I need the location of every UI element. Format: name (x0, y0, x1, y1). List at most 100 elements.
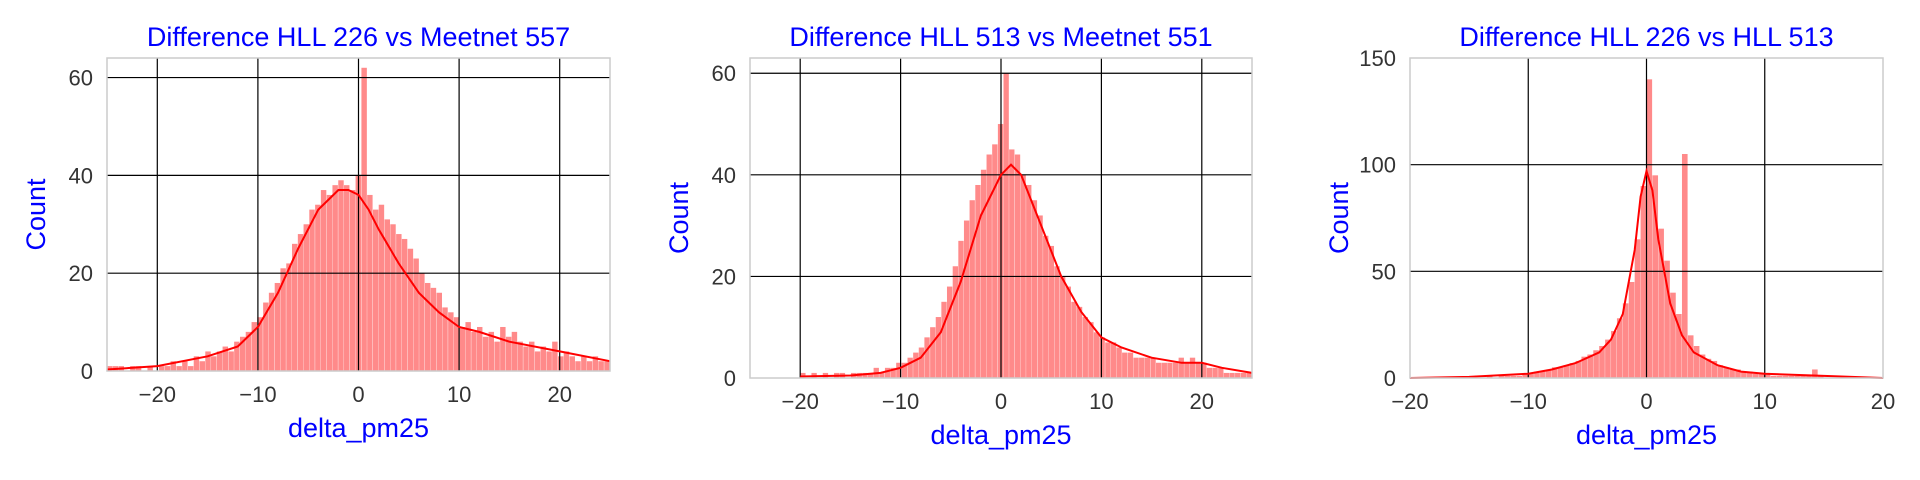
histogram-bar (222, 346, 229, 371)
histogram-bar (430, 287, 437, 371)
histogram-bar (1616, 318, 1623, 378)
histogram-bar (1806, 375, 1812, 378)
histogram-bar (1060, 276, 1066, 378)
histogram-bar (164, 366, 171, 371)
histogram-bar (598, 361, 604, 371)
histogram-bar (1534, 371, 1540, 378)
histogram-bar (1812, 369, 1818, 378)
histogram-bar (320, 190, 327, 371)
histogram-bar (159, 366, 165, 371)
histogram-bar (1195, 362, 1201, 378)
histogram-bar (1009, 149, 1015, 378)
histogram-bar (992, 144, 998, 378)
histogram-bar (338, 180, 344, 371)
histogram-bar (930, 327, 936, 378)
histogram-bar (471, 331, 477, 371)
histogram-bar (1705, 358, 1712, 378)
y-axis-label: Count (1324, 181, 1354, 254)
histogram-bar (170, 361, 177, 371)
histogram-bar (390, 224, 396, 371)
histogram-bar (540, 346, 547, 371)
histogram-bar (1551, 367, 1558, 378)
y-tick-label: 20 (69, 261, 93, 286)
histogram-bar (1599, 346, 1605, 378)
histogram-bar (1246, 372, 1252, 378)
histogram-bar (1156, 362, 1162, 378)
histogram-bar (1054, 266, 1060, 378)
histogram-bar (1150, 357, 1156, 378)
histogram-bar (1043, 235, 1049, 378)
histogram-bar (1782, 375, 1789, 378)
histogram-bar (505, 336, 512, 371)
histogram-bar (1687, 335, 1694, 378)
histogram-bar (1758, 373, 1765, 378)
histogram-bar (1776, 375, 1783, 378)
histogram-bar (1082, 317, 1088, 378)
x-tick-label: −20 (139, 382, 176, 407)
histogram-bar (1540, 371, 1546, 378)
y-tick-label: 150 (1359, 46, 1396, 71)
histogram-bar (396, 234, 402, 371)
histogram-bar (1172, 362, 1179, 378)
histogram-bar (419, 273, 425, 371)
histogram-bar (935, 317, 942, 378)
histogram-bar (401, 238, 408, 371)
y-tick-label: 40 (69, 163, 93, 188)
x-tick-label: −10 (1510, 389, 1547, 414)
histogram-bar (1628, 282, 1635, 378)
histogram-bar (1235, 372, 1241, 378)
histogram-bar (309, 209, 315, 371)
histogram-bar (482, 336, 489, 371)
histogram-bar (413, 258, 419, 371)
histogram-bar (407, 248, 414, 371)
histogram-bar (1711, 360, 1718, 378)
x-tick-label: 10 (447, 382, 471, 407)
y-tick-label: 0 (1384, 366, 1396, 391)
histogram-bar (1646, 79, 1653, 378)
histogram-bar (1593, 350, 1599, 378)
x-tick-label: −10 (239, 382, 276, 407)
x-tick-label: −20 (1391, 389, 1428, 414)
histogram-bar (251, 322, 257, 371)
y-tick-label: 60 (69, 66, 93, 91)
x-tick-label: 20 (547, 382, 571, 407)
y-tick-label: 0 (724, 366, 736, 391)
panel-hll226-vs-meetnet557: −20 −10 0 10 20 0 20 40 60 Difference HLL 226 vs … (21, 22, 611, 443)
x-axis-label: delta_pm25 (288, 413, 429, 443)
histogram-bar (581, 356, 587, 371)
histogram-bar (529, 341, 535, 371)
histogram-bar (442, 307, 448, 371)
histogram-bar (1729, 369, 1735, 378)
histogram-bar (1189, 357, 1196, 378)
histogram-bar (500, 326, 506, 371)
histogram-bar (1031, 200, 1038, 378)
histogram-bar (913, 352, 919, 378)
histogram-bar (378, 204, 385, 371)
histogram-bar (1611, 331, 1617, 378)
histogram-bar (205, 351, 211, 371)
histogram-bar (1184, 362, 1190, 378)
histogram-bar (297, 234, 304, 371)
histogram-bar (488, 331, 495, 371)
histogram-bar (511, 331, 518, 371)
plot-frame (106, 57, 611, 372)
histogram-bar (367, 194, 373, 371)
histogram-bar (884, 367, 891, 378)
histogram-bar (1088, 322, 1094, 378)
y-tick-label: 60 (712, 61, 736, 86)
x-tick-label: 10 (1089, 389, 1113, 414)
x-tick-label: 20 (1871, 389, 1895, 414)
histogram-bar (575, 361, 581, 371)
plot-frame (1409, 57, 1884, 379)
x-axis-label: delta_pm25 (1576, 420, 1717, 450)
histogram-bar (1528, 373, 1534, 378)
histogram-bar (952, 266, 959, 378)
histogram-bar (1116, 347, 1122, 378)
histogram-bar (552, 341, 558, 371)
histogram-bar (980, 169, 987, 378)
histogram-bar (1161, 362, 1167, 378)
histogram-bar (182, 361, 188, 371)
histogram-bar (1516, 375, 1523, 378)
histogram-bar (1681, 154, 1688, 378)
